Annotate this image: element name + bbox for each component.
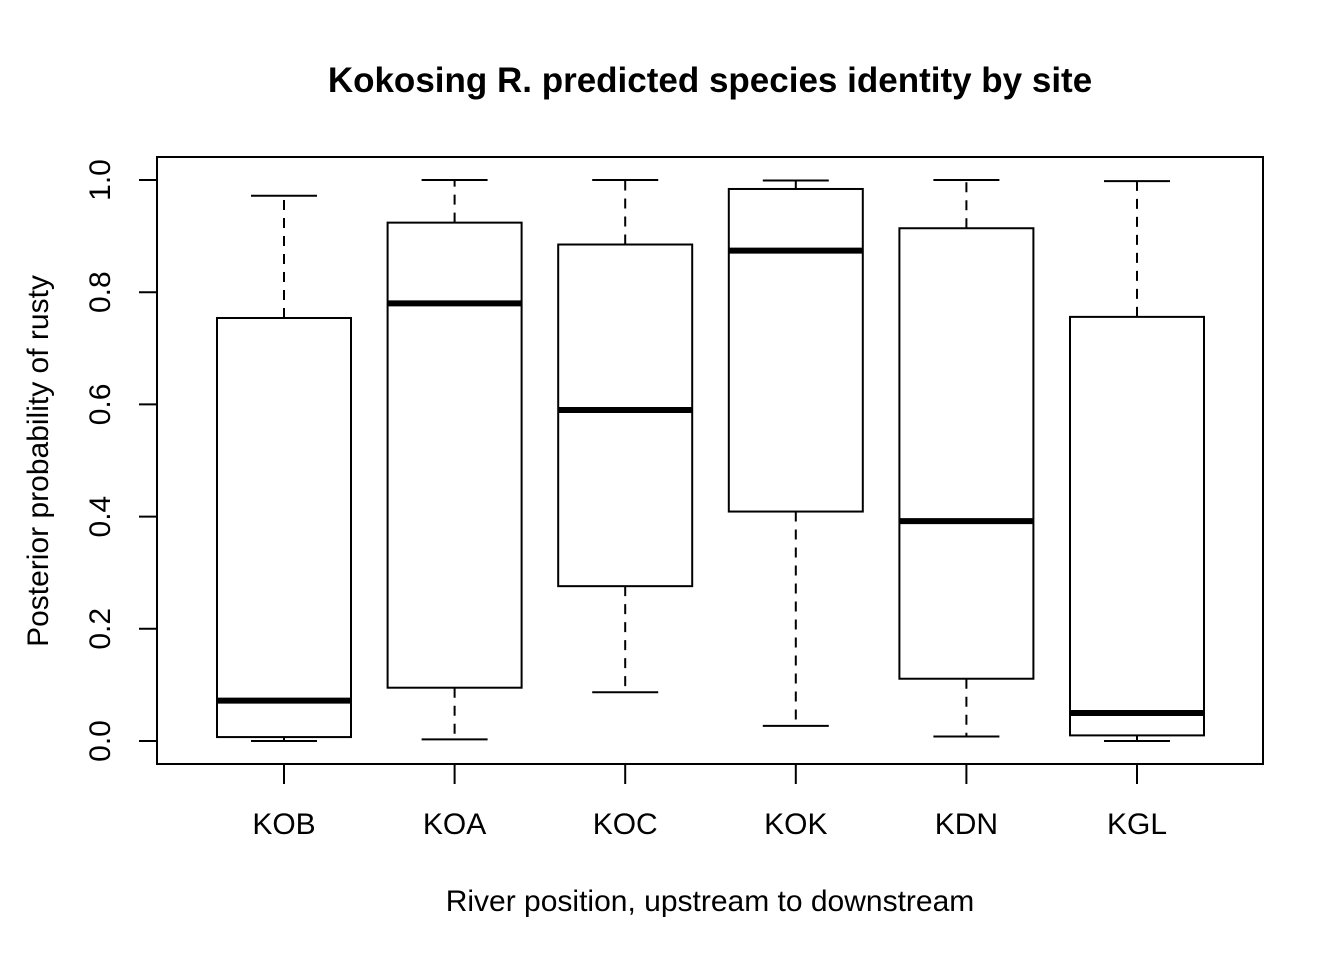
y-tick-label: 1.0 [84, 159, 117, 201]
box-iqr [898, 227, 1035, 680]
y-tick-label: 0.4 [84, 496, 117, 538]
x-axis: KOB KOA KOC KOK KDN KGL [252, 764, 1167, 841]
x-tick-label: KOC [593, 808, 658, 841]
x-tick-label: KDN [935, 808, 998, 841]
box-series [216, 179, 1205, 742]
box-iqr [1069, 315, 1205, 737]
box-kok [727, 179, 864, 727]
box-kgl [1069, 180, 1205, 742]
y-tick-label: 0.0 [84, 720, 117, 762]
x-axis-label: River position, upstream to downstream [446, 885, 975, 918]
box-iqr [216, 317, 352, 739]
box-kdn [898, 179, 1035, 738]
box-kob [216, 194, 352, 742]
x-tick-label: KGL [1107, 808, 1167, 841]
box-iqr [727, 187, 864, 513]
plot-frame [156, 156, 1264, 765]
box-koc [557, 179, 694, 694]
y-tick-label: 0.6 [84, 384, 117, 426]
y-axis: 0.0 0.2 0.4 0.6 0.8 1.0 [84, 159, 157, 762]
chart-title: Kokosing R. predicted species identity b… [328, 61, 1092, 100]
y-axis-label: Posterior probability of rusty [22, 275, 55, 647]
x-tick-label: KOB [252, 808, 315, 841]
x-tick-label: KOK [764, 808, 827, 841]
y-tick-label: 0.2 [84, 608, 117, 650]
y-tick-label: 0.8 [84, 271, 117, 313]
box-koa [386, 179, 523, 741]
box-iqr [386, 221, 523, 689]
box-iqr [557, 243, 694, 588]
x-tick-label: KOA [423, 808, 486, 841]
